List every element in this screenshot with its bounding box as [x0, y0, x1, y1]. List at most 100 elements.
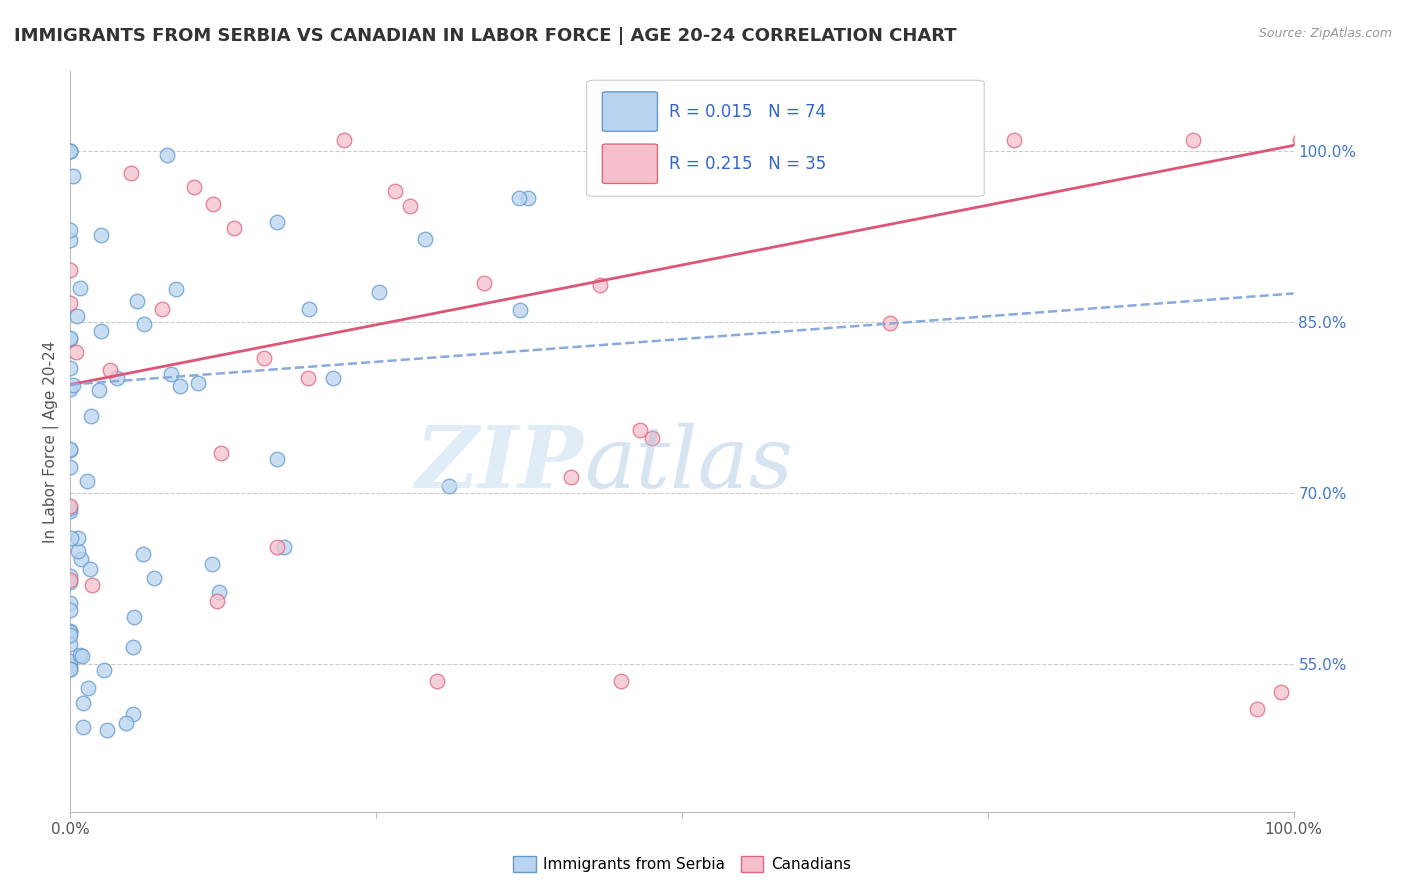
Point: [208, 585, 231, 599]
Point: [77, 681, 100, 695]
Point: [59, 382, 82, 396]
Point: [1246, 702, 1268, 716]
Point: [105, 371, 128, 385]
Point: [59, 442, 82, 456]
Text: ZIP: ZIP: [416, 422, 583, 506]
Point: [70, 551, 93, 566]
Point: [76, 474, 98, 488]
Point: [59, 504, 82, 518]
Point: [333, 133, 356, 147]
Point: [90, 324, 112, 338]
Point: [59, 500, 82, 515]
Text: R = 0.015   N = 74: R = 0.015 N = 74: [669, 103, 827, 120]
Point: [59, 443, 82, 458]
Point: [59, 596, 82, 610]
Point: [322, 371, 344, 385]
Point: [59, 295, 82, 310]
Point: [96, 723, 118, 737]
Point: [59, 662, 82, 676]
Point: [93, 663, 115, 677]
Point: [70, 648, 93, 663]
Point: [143, 571, 166, 585]
Point: [120, 166, 142, 180]
Point: [60, 531, 83, 545]
Point: [121, 640, 143, 655]
Point: [368, 285, 391, 300]
Point: [59, 603, 82, 617]
Point: [59, 625, 82, 640]
Point: [610, 673, 633, 688]
Point: [59, 223, 82, 237]
Point: [253, 351, 276, 366]
FancyBboxPatch shape: [602, 144, 658, 184]
Point: [1289, 133, 1312, 147]
Point: [98, 363, 121, 377]
Point: [132, 317, 155, 331]
Legend: Immigrants from Serbia, Canadians: Immigrants from Serbia, Canadians: [506, 850, 858, 878]
Point: [187, 376, 209, 391]
Point: [59, 499, 82, 513]
Point: [159, 368, 181, 382]
Point: [205, 594, 228, 608]
Point: [560, 470, 582, 484]
Point: [517, 191, 540, 205]
Point: [266, 541, 288, 555]
Point: [62, 169, 84, 183]
Point: [201, 558, 224, 572]
Point: [59, 233, 82, 247]
Point: [1002, 133, 1025, 147]
Point: [122, 610, 145, 624]
Point: [266, 451, 288, 466]
Point: [59, 330, 82, 344]
Point: [398, 198, 420, 212]
Point: [59, 574, 82, 589]
Point: [266, 215, 288, 229]
Point: [1182, 133, 1205, 147]
Point: [1270, 685, 1292, 699]
Point: [59, 333, 82, 347]
Point: [59, 144, 82, 158]
Point: [131, 547, 153, 561]
Point: [1289, 133, 1312, 147]
Text: IMMIGRANTS FROM SERBIA VS CANADIAN IN LABOR FORCE | AGE 20-24 CORRELATION CHART: IMMIGRANTS FROM SERBIA VS CANADIAN IN LA…: [14, 27, 956, 45]
Point: [65, 344, 87, 359]
Point: [589, 277, 612, 292]
Point: [59, 569, 82, 583]
Text: R = 0.215   N = 35: R = 0.215 N = 35: [669, 155, 827, 173]
Point: [59, 144, 82, 158]
Point: [59, 361, 82, 376]
Point: [66, 309, 89, 323]
Point: [59, 658, 82, 673]
Point: [297, 371, 319, 385]
Point: [69, 281, 91, 295]
Point: [127, 294, 149, 309]
Point: [59, 654, 82, 668]
FancyBboxPatch shape: [586, 80, 984, 196]
Point: [426, 673, 449, 688]
Point: [62, 378, 84, 392]
Point: [79, 562, 101, 576]
Point: [59, 637, 82, 651]
Point: [183, 179, 205, 194]
Point: [509, 302, 531, 317]
Point: [67, 543, 90, 558]
Point: [59, 628, 82, 642]
Point: [879, 316, 901, 330]
Point: [628, 423, 651, 437]
Point: [641, 431, 664, 445]
Text: Source: ZipAtlas.com: Source: ZipAtlas.com: [1258, 27, 1392, 40]
Point: [472, 276, 495, 290]
Point: [169, 379, 191, 393]
Text: atlas: atlas: [583, 423, 793, 505]
Point: [437, 479, 460, 493]
Y-axis label: In Labor Force | Age 20-24: In Labor Force | Age 20-24: [44, 341, 59, 542]
Point: [165, 282, 187, 296]
Point: [156, 148, 179, 162]
Point: [69, 648, 91, 662]
Point: [413, 232, 436, 246]
Point: [222, 220, 245, 235]
Point: [209, 446, 232, 460]
Point: [59, 624, 82, 638]
Point: [384, 184, 406, 198]
Point: [72, 696, 94, 710]
